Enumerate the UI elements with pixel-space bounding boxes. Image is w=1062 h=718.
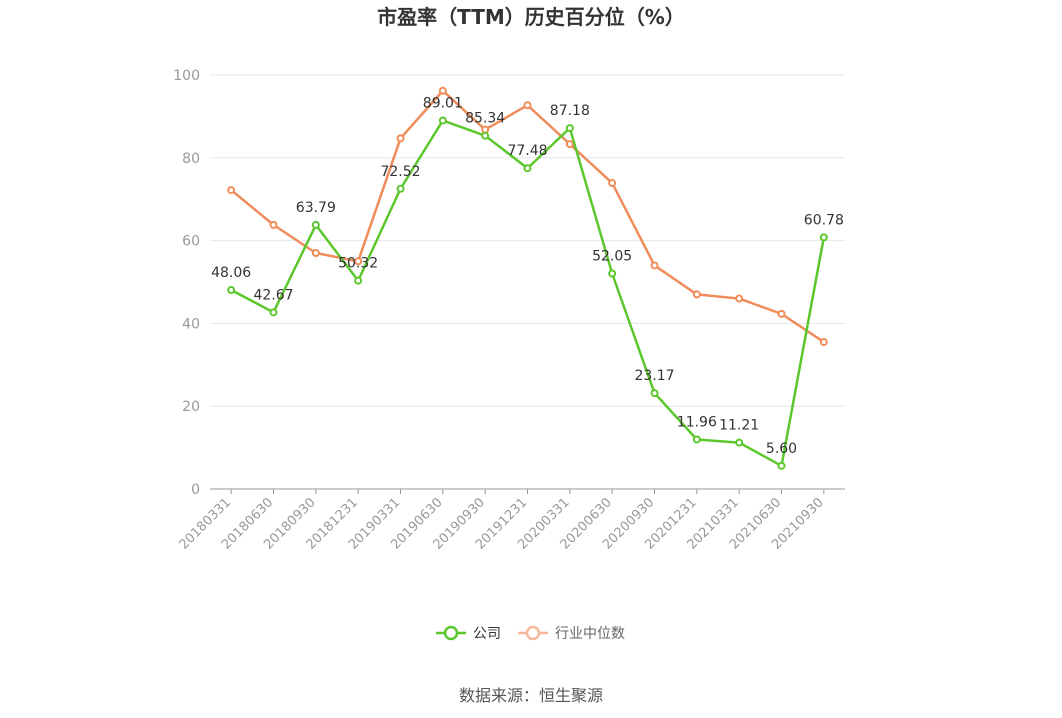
y-tick-label: 80 [182,151,200,167]
data-label: 50.32 [338,256,378,272]
data-label: 85.34 [465,111,505,127]
point-company[interactable] [438,116,447,125]
point-industry-median[interactable] [227,186,236,195]
legend-marker-industry-median [525,625,541,641]
y-tick-label: 0 [191,482,200,498]
point-company[interactable] [227,286,236,295]
y-tick-label: 40 [182,316,200,332]
point-company[interactable] [481,131,490,140]
point-industry-median[interactable] [396,134,405,143]
point-industry-median[interactable] [565,140,574,149]
legend-marker-company [443,625,459,641]
point-company[interactable] [311,220,320,229]
source-note: 数据来源：恒生聚源 [459,686,603,705]
point-company[interactable] [523,164,532,173]
point-industry-median[interactable] [692,290,701,299]
data-label: 77.48 [507,143,547,159]
data-label: 48.06 [211,265,251,281]
point-company[interactable] [819,233,828,242]
point-industry-median[interactable] [438,86,447,95]
data-label: 52.05 [592,249,632,265]
y-tick-label: 60 [182,234,200,250]
data-label: 87.18 [550,103,590,119]
grid [210,74,845,407]
point-industry-median[interactable] [354,257,363,266]
point-industry-median[interactable] [311,249,320,258]
data-label: 42.67 [253,287,293,303]
point-company[interactable] [692,435,701,444]
point-company[interactable] [735,438,744,447]
point-industry-median[interactable] [608,179,617,188]
data-label: 72.52 [380,164,420,180]
data-label: 5.60 [766,441,797,457]
point-industry-median[interactable] [650,261,659,270]
point-company[interactable] [565,124,574,133]
point-company[interactable] [777,461,786,470]
data-label: 11.96 [677,414,717,430]
point-company[interactable] [354,276,363,285]
legend[interactable]: 公司 行业中位数 [436,625,625,642]
y-tick-label: 20 [182,399,200,415]
data-label: 89.01 [423,95,463,111]
data-label: 11.21 [719,418,759,434]
legend-item-company[interactable]: 公司 [436,625,501,642]
legend-label-industry-median: 行业中位数 [555,626,625,642]
legend-item-industry-median[interactable]: 行业中位数 [518,625,625,642]
series-layer [227,86,828,470]
y-axis: 0 20 40 60 80 100 [173,68,200,498]
point-company[interactable] [650,389,659,398]
point-industry-median[interactable] [819,338,828,347]
x-axis: 2018033120180630201809302018123120190331… [177,489,827,553]
point-company[interactable] [396,184,405,193]
point-industry-median[interactable] [777,309,786,318]
point-company[interactable] [608,269,617,278]
point-industry-median[interactable] [735,294,744,303]
data-label: 63.79 [296,200,336,216]
point-industry-median[interactable] [523,101,532,110]
data-label: 23.17 [634,368,674,384]
point-industry-median[interactable] [269,220,278,229]
legend-label-company: 公司 [473,626,501,642]
data-label: 60.78 [804,212,844,228]
series-line-industry-median [230,89,825,344]
chart-title: 市盈率（TTM）历史百分位（%） [377,5,685,29]
y-tick-label: 100 [173,68,200,84]
series-line-company [230,119,826,468]
point-company[interactable] [269,308,278,317]
